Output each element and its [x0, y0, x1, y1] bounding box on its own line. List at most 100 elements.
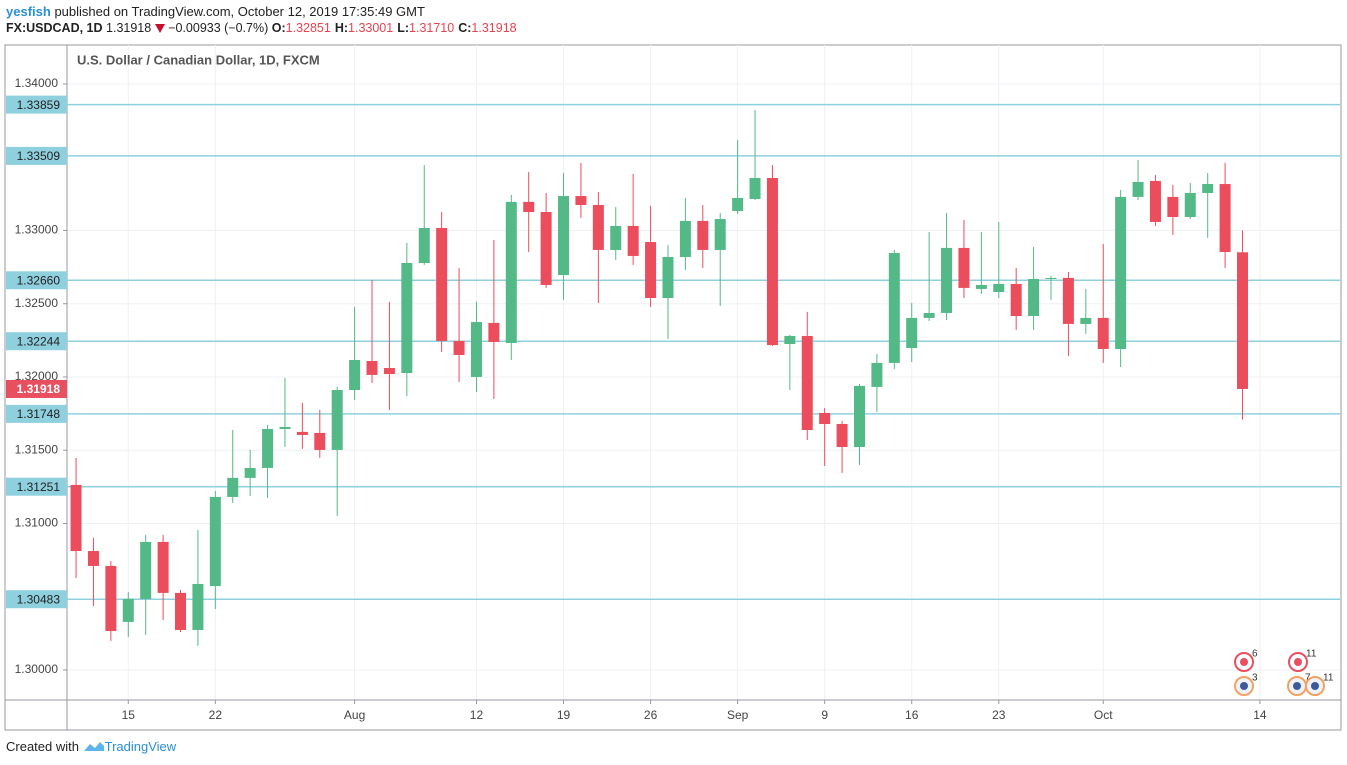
footer: Created with TradingView	[6, 739, 176, 754]
candle-body	[662, 256, 674, 299]
event-icon	[1240, 682, 1248, 690]
candle-body	[1045, 277, 1057, 279]
level-label: 1.32244	[17, 334, 61, 348]
level-label-box	[6, 404, 67, 423]
ohlc-key: C:	[458, 21, 472, 35]
candle-body	[505, 201, 517, 343]
y-tick-label: 1.32000	[15, 369, 59, 383]
candle-body	[418, 227, 430, 263]
candle-body	[558, 196, 570, 276]
candle-body	[1184, 192, 1196, 217]
level-label: 1.31748	[17, 407, 61, 421]
level-label: 1.30483	[17, 592, 61, 606]
logo	[83, 742, 104, 751]
level-label-box	[6, 95, 67, 114]
candle-body	[314, 432, 326, 450]
level-label-box	[6, 271, 67, 290]
ohlc-key: L:	[397, 21, 410, 35]
candle-body	[610, 225, 622, 250]
x-tick-label: 12	[470, 708, 484, 722]
candle-body	[714, 219, 726, 250]
candle-body	[1080, 317, 1092, 324]
ohlc-value: 1.31710	[409, 21, 455, 35]
candle-body	[470, 322, 482, 377]
candle-body	[906, 317, 918, 348]
candle-body	[975, 284, 987, 289]
candle-body	[697, 220, 709, 250]
candle-body	[766, 178, 778, 346]
event-count: 11	[1323, 673, 1334, 684]
candle-body	[853, 385, 865, 447]
publish-info: published on TradingView.com, October 12…	[54, 4, 425, 19]
candle-body	[732, 197, 744, 211]
candle-body	[262, 428, 274, 468]
level-label: 1.32660	[17, 273, 61, 287]
level-label-box	[6, 590, 67, 609]
candle-body	[1062, 277, 1074, 324]
ohlc-key: H:	[334, 21, 349, 35]
event-icon	[1294, 658, 1302, 666]
candle-body	[331, 390, 343, 450]
x-tick-label: 9	[821, 708, 828, 722]
event-count: 11	[1306, 649, 1317, 660]
y-tick-label: 1.31500	[15, 442, 59, 456]
x-tick-label: 26	[644, 708, 658, 722]
candle-body	[157, 541, 169, 593]
candle-body	[1115, 196, 1127, 349]
candle-body	[1132, 181, 1144, 197]
candle-body	[140, 541, 152, 599]
level-label: 1.33859	[17, 98, 61, 112]
event-icon	[1311, 682, 1319, 690]
brand[interactable]: TradingView	[104, 739, 177, 754]
y-tick-label: 1.32500	[15, 296, 59, 310]
ohlc: O:1.32851 H:1.33001 L:1.31710 C:1.31918	[272, 21, 517, 35]
candle-body	[923, 312, 935, 318]
candle-body	[836, 423, 848, 447]
candle-body	[279, 426, 291, 429]
candle-body	[801, 335, 813, 431]
candle-body	[871, 362, 883, 387]
candle-body	[958, 247, 970, 288]
candle-body	[401, 262, 413, 374]
down-arrow-shape	[154, 24, 165, 33]
last-price-box	[6, 379, 67, 398]
candle-body	[192, 583, 204, 630]
candle-body	[540, 212, 552, 285]
ohlc-value: 1.32851	[285, 21, 331, 35]
quote-line: FX:USDCAD, 1D 1.31918 −0.00933 (−0.7%) O…	[6, 21, 517, 35]
candle-body	[87, 551, 99, 566]
x-tick-label: Oct	[1094, 708, 1113, 722]
candle-body	[523, 201, 535, 213]
candle-body	[244, 467, 256, 478]
chart-frame	[4, 44, 1342, 731]
symbol: FX:USDCAD, 1D	[6, 21, 103, 35]
candle-body	[1028, 278, 1040, 317]
candle-body	[383, 368, 395, 375]
event-count: 6	[1252, 649, 1258, 660]
event-icon	[1240, 658, 1248, 666]
level-label: 1.33509	[17, 149, 61, 163]
candle-body	[1202, 184, 1214, 193]
x-tick-label: 22	[209, 708, 223, 722]
price-change: −0.00933 (−0.7%)	[168, 21, 269, 35]
last-price-label: 1.31918	[17, 382, 61, 396]
candle-body	[749, 178, 761, 199]
user-name[interactable]: yesfish	[6, 4, 51, 19]
candle-body	[627, 225, 639, 256]
candle-body	[349, 359, 361, 391]
candle-body	[592, 204, 604, 250]
ohlc-value: 1.33001	[348, 21, 394, 35]
candle-body	[122, 598, 134, 622]
x-tick-label: Aug	[344, 708, 365, 722]
last-price: 1.31918	[106, 21, 152, 35]
event-count: 3	[1252, 673, 1258, 684]
y-tick-label: 1.30000	[15, 662, 59, 676]
candle-body	[453, 340, 465, 355]
y-tick-label: 1.34000	[15, 76, 59, 90]
candle-body	[1237, 252, 1249, 389]
event-count: 7	[1305, 673, 1311, 684]
ohlc-value: 1.31918	[471, 21, 517, 35]
candle-body	[1010, 283, 1022, 317]
